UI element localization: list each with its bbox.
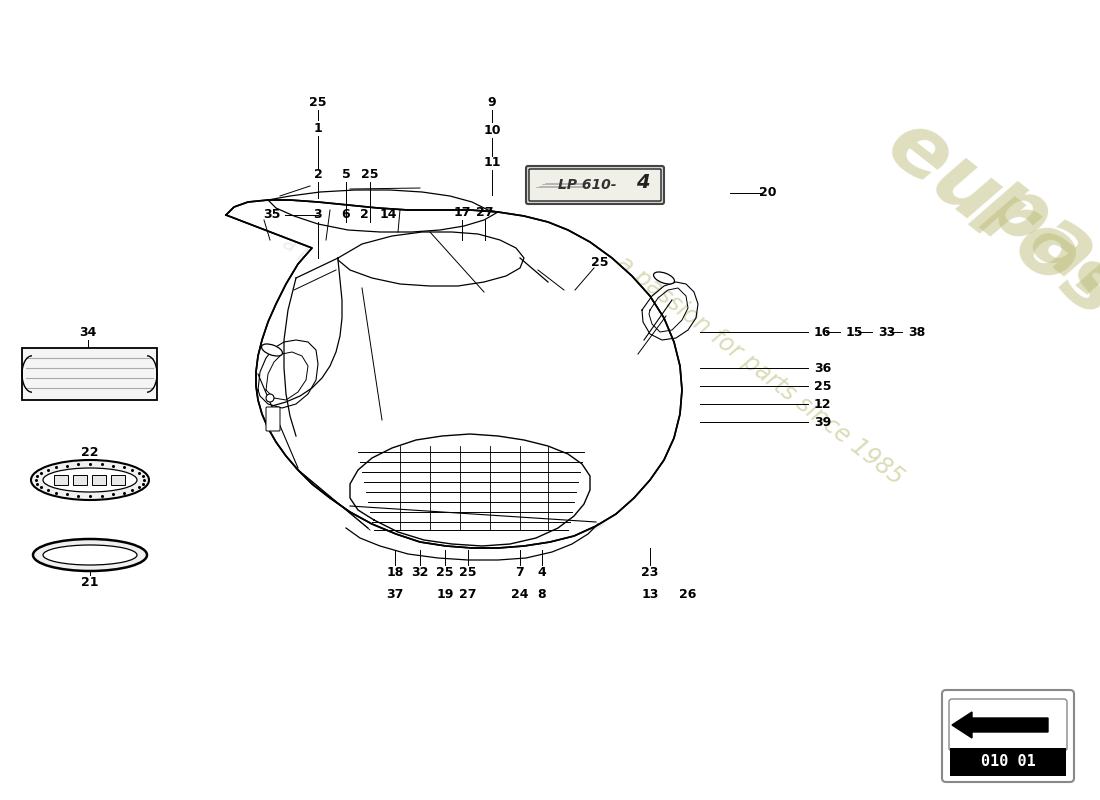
Text: 5: 5 <box>342 169 351 182</box>
FancyBboxPatch shape <box>266 407 280 431</box>
Ellipse shape <box>43 545 138 565</box>
Ellipse shape <box>653 272 674 284</box>
Text: 34: 34 <box>79 326 97 338</box>
Text: 27: 27 <box>460 589 476 602</box>
Text: 25: 25 <box>592 255 608 269</box>
Text: 6: 6 <box>342 209 350 222</box>
Text: 36: 36 <box>814 362 832 374</box>
Text: parts: parts <box>387 366 632 554</box>
Text: 22: 22 <box>81 446 99 458</box>
Text: 11: 11 <box>483 157 500 170</box>
Text: LP 610-: LP 610- <box>558 178 616 192</box>
Text: 3: 3 <box>314 209 322 222</box>
Text: 1: 1 <box>314 122 322 134</box>
FancyBboxPatch shape <box>22 348 157 400</box>
Text: 24: 24 <box>512 589 529 602</box>
Ellipse shape <box>262 344 283 356</box>
Text: 25: 25 <box>814 379 832 393</box>
Text: 17: 17 <box>453 206 471 219</box>
FancyBboxPatch shape <box>526 166 664 204</box>
Text: 25: 25 <box>460 566 476 578</box>
Text: 16: 16 <box>814 326 832 338</box>
Circle shape <box>266 394 274 402</box>
Text: 26: 26 <box>680 589 696 602</box>
FancyBboxPatch shape <box>950 748 1066 776</box>
Text: 4: 4 <box>538 566 547 578</box>
Polygon shape <box>952 712 1048 738</box>
Text: 25: 25 <box>437 566 453 578</box>
Text: 14: 14 <box>379 209 397 222</box>
FancyBboxPatch shape <box>54 475 68 485</box>
FancyBboxPatch shape <box>111 475 125 485</box>
Text: 12: 12 <box>814 398 832 410</box>
FancyBboxPatch shape <box>92 475 106 485</box>
Ellipse shape <box>33 539 147 571</box>
Text: 7: 7 <box>516 566 525 578</box>
Text: parts: parts <box>968 159 1100 381</box>
Text: 21: 21 <box>81 575 99 589</box>
Text: 23: 23 <box>641 566 659 578</box>
Text: 2: 2 <box>314 169 322 182</box>
Text: 37: 37 <box>386 589 404 602</box>
Text: 19: 19 <box>437 589 453 602</box>
Text: 27: 27 <box>476 206 494 219</box>
Text: euros: euros <box>300 302 560 498</box>
Text: euros: euros <box>870 103 1100 337</box>
Text: 18: 18 <box>386 566 404 578</box>
Text: 39: 39 <box>814 415 832 429</box>
Text: 4: 4 <box>636 174 650 193</box>
Text: a passion for parts since 1985: a passion for parts since 1985 <box>278 233 561 407</box>
FancyBboxPatch shape <box>949 699 1067 751</box>
FancyBboxPatch shape <box>73 475 87 485</box>
Text: 2: 2 <box>360 209 368 222</box>
Text: 33: 33 <box>878 326 895 338</box>
Text: a passion for parts since 1985: a passion for parts since 1985 <box>612 250 908 490</box>
Text: 25: 25 <box>361 169 378 182</box>
Ellipse shape <box>43 468 138 492</box>
Text: 38: 38 <box>908 326 925 338</box>
FancyBboxPatch shape <box>942 690 1074 782</box>
Text: 9: 9 <box>487 95 496 109</box>
Text: 25: 25 <box>309 95 327 109</box>
Text: 15: 15 <box>846 326 864 338</box>
Text: 35: 35 <box>263 209 280 222</box>
Text: 010 01: 010 01 <box>980 754 1035 770</box>
Text: 20: 20 <box>759 186 777 199</box>
Text: 10: 10 <box>483 123 500 137</box>
Text: 32: 32 <box>411 566 429 578</box>
Polygon shape <box>226 200 682 548</box>
FancyBboxPatch shape <box>529 169 661 201</box>
Text: 8: 8 <box>538 589 547 602</box>
Ellipse shape <box>31 460 149 500</box>
Text: 13: 13 <box>641 589 659 602</box>
